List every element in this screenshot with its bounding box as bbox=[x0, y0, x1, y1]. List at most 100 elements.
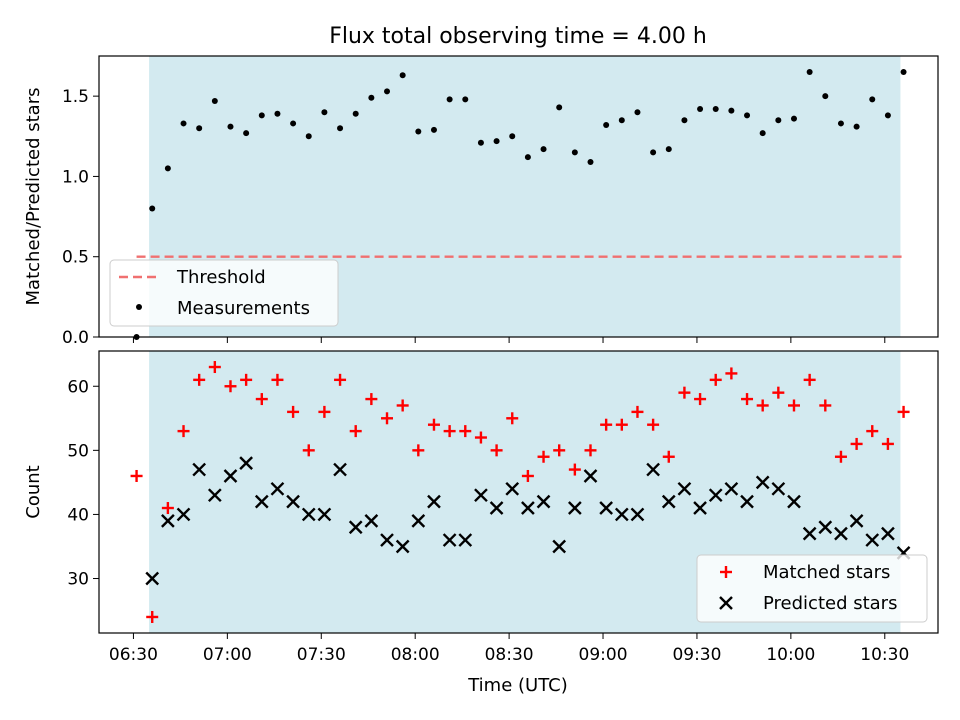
measurement-point bbox=[869, 96, 876, 103]
measurement-point bbox=[352, 110, 359, 117]
marker-b bbox=[411, 513, 426, 528]
predicted-star-point bbox=[505, 481, 520, 496]
matched-star-point bbox=[287, 405, 300, 418]
legend-threshold-label: Threshold bbox=[176, 267, 266, 288]
matched-star-point bbox=[819, 399, 832, 412]
measurement-point bbox=[853, 123, 860, 130]
marker-b bbox=[364, 513, 379, 528]
matched-star-point bbox=[600, 418, 613, 431]
measurement-point bbox=[462, 96, 469, 103]
matched-star-point bbox=[208, 361, 221, 374]
marker-b bbox=[474, 488, 488, 503]
marker-b bbox=[787, 494, 801, 509]
matched-star-point bbox=[334, 373, 347, 386]
y-axis-label: Matched/Predicted stars bbox=[23, 88, 44, 306]
y-tick-label: 50 bbox=[67, 441, 89, 461]
predicted-star-point bbox=[474, 488, 488, 503]
predicted-star-point bbox=[521, 501, 535, 515]
marker-b bbox=[207, 488, 222, 503]
marker-b bbox=[270, 481, 285, 496]
measurement-point bbox=[290, 120, 297, 127]
matched-star-point bbox=[834, 450, 847, 463]
legend-box bbox=[109, 259, 339, 327]
matched-star-point bbox=[850, 437, 863, 450]
matched-star-point bbox=[787, 399, 800, 412]
measurement-point bbox=[759, 130, 766, 137]
marker-b bbox=[176, 507, 191, 522]
matched-star-point bbox=[803, 373, 816, 386]
marker-b bbox=[693, 501, 707, 515]
predicted-star-point bbox=[646, 462, 660, 477]
marker-b bbox=[427, 494, 441, 509]
matched-star-point bbox=[709, 373, 722, 386]
x-tick-label: 07:00 bbox=[203, 645, 252, 665]
legend-matched-swatch bbox=[720, 566, 732, 578]
predicted-star-point bbox=[771, 481, 786, 496]
measurement-point bbox=[384, 88, 391, 95]
axes-frame bbox=[98, 350, 939, 634]
axes-frame bbox=[98, 55, 939, 338]
measurement-point bbox=[618, 117, 625, 124]
marker-b bbox=[286, 494, 300, 509]
marker-b bbox=[442, 533, 457, 547]
marker-b bbox=[719, 596, 733, 610]
matched-star-point bbox=[881, 437, 894, 450]
matched-star-point bbox=[756, 399, 769, 412]
marker-b bbox=[505, 481, 520, 496]
y-tick-label: 60 bbox=[67, 377, 89, 397]
marker-b bbox=[802, 526, 817, 541]
predicted-star-point bbox=[677, 481, 692, 496]
matched-star-point bbox=[224, 380, 237, 393]
matched-star-point bbox=[130, 469, 143, 482]
count-panel: 06:30 07:00 07:30 08:00 08:30 09:00 09:30 10:00… bbox=[23, 350, 939, 665]
marker-b bbox=[458, 533, 473, 547]
measurement-point bbox=[196, 125, 203, 132]
marker-b bbox=[724, 481, 739, 496]
predicted-star-point bbox=[145, 571, 160, 586]
predicted-star-point bbox=[442, 533, 457, 547]
marker-b bbox=[740, 494, 754, 509]
marker-b bbox=[192, 462, 207, 477]
legend-predicted-swatch bbox=[719, 596, 733, 610]
x-tick-label: 09:30 bbox=[672, 645, 721, 665]
x-tick-label: 10:00 bbox=[766, 645, 815, 665]
predicted-star-point bbox=[348, 520, 363, 535]
measurement-point bbox=[806, 69, 813, 76]
y-tick-label: 0.0 bbox=[62, 328, 89, 348]
x-tick-label: 10:30 bbox=[860, 645, 909, 665]
predicted-star-point bbox=[583, 469, 598, 483]
predicted-star-point bbox=[286, 494, 300, 509]
marker-b bbox=[161, 513, 175, 528]
matched-star-point bbox=[146, 610, 159, 623]
legend-top: Threshold Measurements bbox=[109, 259, 339, 327]
marker-b bbox=[865, 533, 880, 547]
measurement-point bbox=[274, 110, 281, 117]
predicted-star-point bbox=[802, 526, 817, 541]
marker-b bbox=[348, 520, 363, 535]
measurement-point bbox=[744, 112, 751, 119]
measurement-point bbox=[399, 72, 406, 79]
measurement-point bbox=[243, 130, 250, 137]
predicted-star-point bbox=[708, 488, 723, 503]
marker-b bbox=[568, 501, 582, 515]
y-tick-label: 0.5 bbox=[62, 248, 89, 268]
measurement-point bbox=[837, 120, 844, 127]
predicted-star-point bbox=[787, 494, 801, 509]
marker-b bbox=[254, 494, 269, 509]
predicted-star-point bbox=[411, 513, 426, 528]
legend-matched-label: Matched stars bbox=[763, 562, 890, 583]
predicted-star-point bbox=[614, 507, 629, 522]
matched-star-point bbox=[271, 373, 284, 386]
x-axis-label: Time (UTC) bbox=[467, 675, 568, 696]
measurement-point bbox=[650, 149, 657, 156]
measurement-point bbox=[211, 97, 218, 104]
marker-b bbox=[818, 520, 833, 535]
matched-star-point bbox=[193, 373, 206, 386]
measurement-point bbox=[415, 128, 422, 135]
matched-star-point bbox=[553, 444, 566, 457]
marker-b bbox=[395, 539, 410, 554]
matched-star-point bbox=[474, 431, 487, 444]
predicted-star-point bbox=[254, 494, 269, 509]
marker-b bbox=[223, 469, 238, 483]
measurement-point bbox=[180, 120, 187, 127]
